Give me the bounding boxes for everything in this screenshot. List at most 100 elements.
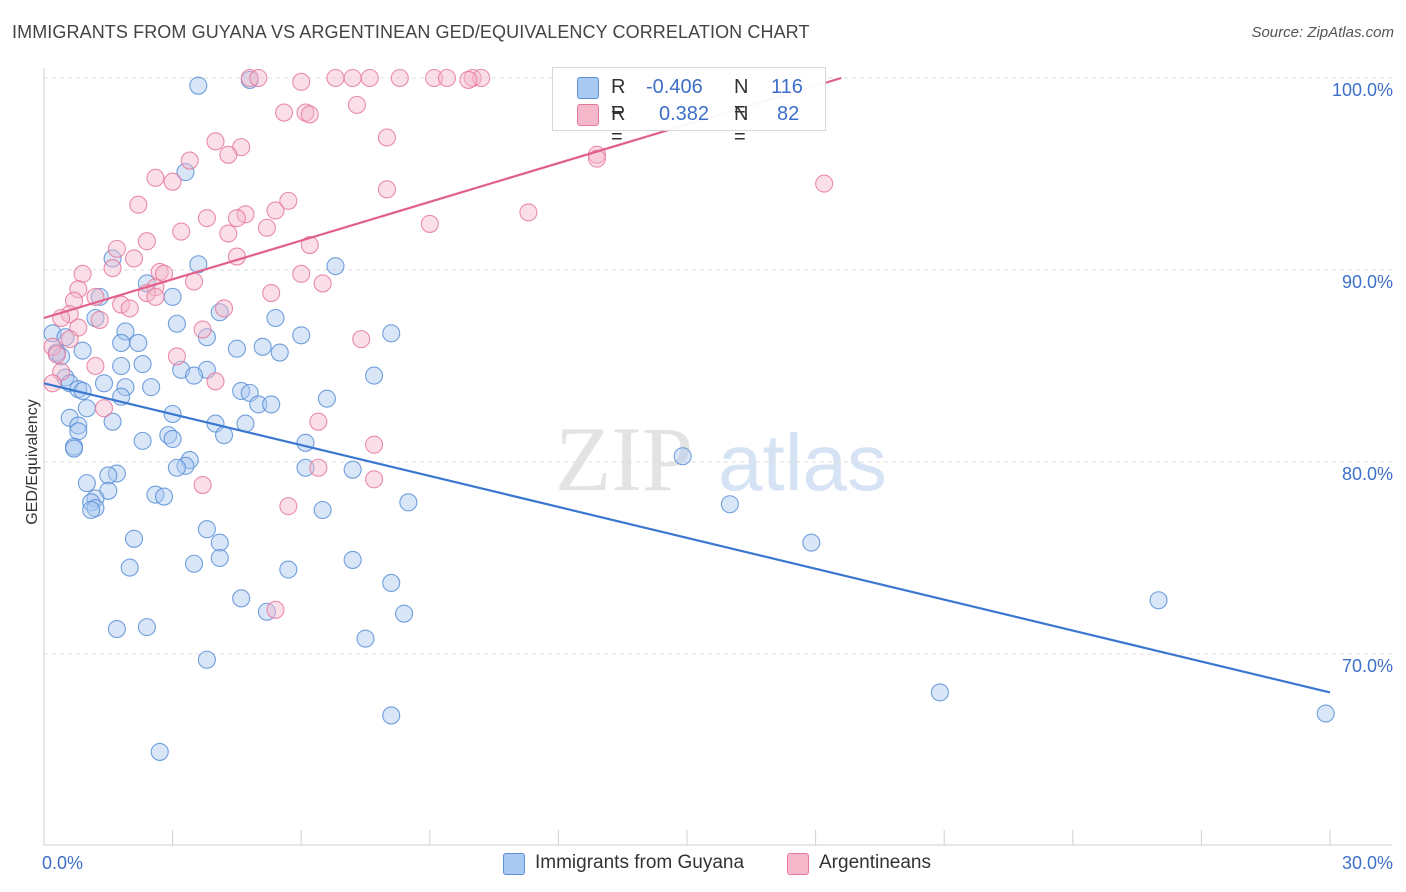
- point-guyana: [73, 341, 92, 360]
- legend-n-label: N =: [734, 76, 749, 121]
- point-guyana: [64, 439, 84, 458]
- point-guyana: [133, 355, 152, 374]
- point-guyana: [107, 619, 126, 639]
- point-guyana: [210, 533, 229, 552]
- point-guyana: [326, 257, 345, 276]
- point-argentinean: [459, 70, 478, 89]
- stats-legend: R = -0.406 N = 116 R = 0.382 N = 82: [552, 67, 826, 148]
- point-guyana: [365, 366, 384, 385]
- point-argentinean: [279, 191, 298, 210]
- point-guyana: [99, 466, 118, 485]
- point-argentinean: [249, 68, 268, 88]
- point-argentinean: [167, 347, 186, 366]
- point-guyana: [176, 163, 195, 182]
- point-argentinean: [206, 372, 225, 391]
- chart-title: IMMIGRANTS FROM GUYANA VS ARGENTINEAN GE…: [12, 22, 810, 42]
- point-argentinean: [365, 435, 384, 454]
- point-guyana: [103, 412, 122, 431]
- point-argentinean: [172, 222, 191, 241]
- legend-r-label: R =: [611, 103, 626, 148]
- point-guyana: [154, 487, 174, 506]
- point-guyana: [69, 416, 88, 435]
- point-guyana: [133, 431, 152, 450]
- point-guyana: [184, 554, 204, 573]
- point-guyana: [382, 573, 401, 593]
- point-argentinean: [420, 214, 439, 233]
- point-guyana: [292, 326, 311, 345]
- point-argentinean: [69, 280, 88, 299]
- point-argentinean: [60, 330, 79, 349]
- legend-n-value: 82: [777, 103, 800, 125]
- axes: [43, 68, 1392, 846]
- point-argentinean: [103, 259, 122, 278]
- point-argentinean: [94, 399, 114, 418]
- point-argentinean: [262, 283, 281, 303]
- point-argentinean: [197, 209, 216, 228]
- point-argentinean: [519, 203, 538, 222]
- point-guyana: [77, 399, 96, 418]
- point-argentinean: [124, 249, 144, 268]
- point-guyana: [356, 629, 375, 648]
- point-guyana: [343, 460, 362, 479]
- point-guyana: [137, 618, 156, 637]
- point-guyana: [382, 706, 401, 725]
- watermark: ZIP atlas: [555, 408, 887, 510]
- point-argentinean: [352, 330, 371, 349]
- y-tick-label: 70.0%: [1342, 656, 1393, 676]
- point-guyana: [279, 560, 298, 579]
- point-argentinean: [206, 132, 225, 151]
- point-guyana: [382, 324, 401, 343]
- bottom-legend-label: Argentineans: [819, 852, 931, 873]
- point-argentinean: [425, 68, 444, 88]
- point-argentinean: [193, 320, 212, 339]
- point-argentinean: [292, 264, 311, 283]
- point-argentinean: [107, 239, 126, 258]
- point-argentinean: [120, 299, 139, 318]
- point-guyana: [266, 308, 285, 328]
- grid-lines: [44, 77, 1392, 655]
- point-argentinean: [193, 475, 212, 495]
- point-argentinean: [300, 105, 319, 124]
- point-argentinean: [129, 195, 148, 214]
- x-tick-label-max: 30.0%: [1342, 853, 1393, 873]
- point-guyana: [214, 426, 234, 445]
- point-guyana: [253, 337, 272, 356]
- point-guyana: [673, 447, 692, 466]
- point-guyana: [197, 520, 216, 539]
- point-guyana: [1149, 591, 1168, 610]
- point-argentinean: [236, 205, 255, 224]
- point-argentinean: [347, 95, 366, 114]
- point-guyana: [112, 356, 131, 376]
- series-argentinean-points: [43, 68, 834, 619]
- bottom-legend-swatch-guyana: [503, 853, 525, 875]
- point-guyana: [150, 742, 169, 761]
- point-guyana: [1316, 704, 1335, 723]
- point-argentinean: [437, 68, 456, 88]
- point-argentinean: [137, 232, 156, 251]
- point-argentinean: [343, 68, 362, 88]
- point-guyana: [116, 378, 135, 397]
- point-argentinean: [275, 103, 294, 122]
- y-tick-label: 100.0%: [1332, 80, 1393, 100]
- legend-n-value: 116: [771, 76, 803, 98]
- legend-r-label: R =: [611, 76, 626, 121]
- point-argentinean: [365, 470, 384, 489]
- point-guyana: [69, 422, 88, 441]
- point-guyana: [90, 287, 109, 306]
- bottom-legend-swatch-argentinean: [787, 853, 809, 875]
- point-guyana: [167, 314, 186, 333]
- point-argentinean: [266, 600, 285, 619]
- trend-line-guyana: [43, 382, 1331, 694]
- point-argentinean: [292, 72, 311, 91]
- point-guyana: [395, 604, 414, 623]
- point-argentinean: [257, 218, 276, 237]
- point-guyana: [163, 429, 182, 449]
- point-guyana: [82, 500, 101, 520]
- point-guyana: [296, 458, 315, 477]
- point-guyana: [103, 249, 122, 268]
- point-guyana: [399, 493, 418, 512]
- point-argentinean: [587, 149, 607, 168]
- point-guyana: [129, 333, 148, 353]
- point-argentinean: [377, 128, 396, 147]
- point-guyana: [120, 558, 139, 577]
